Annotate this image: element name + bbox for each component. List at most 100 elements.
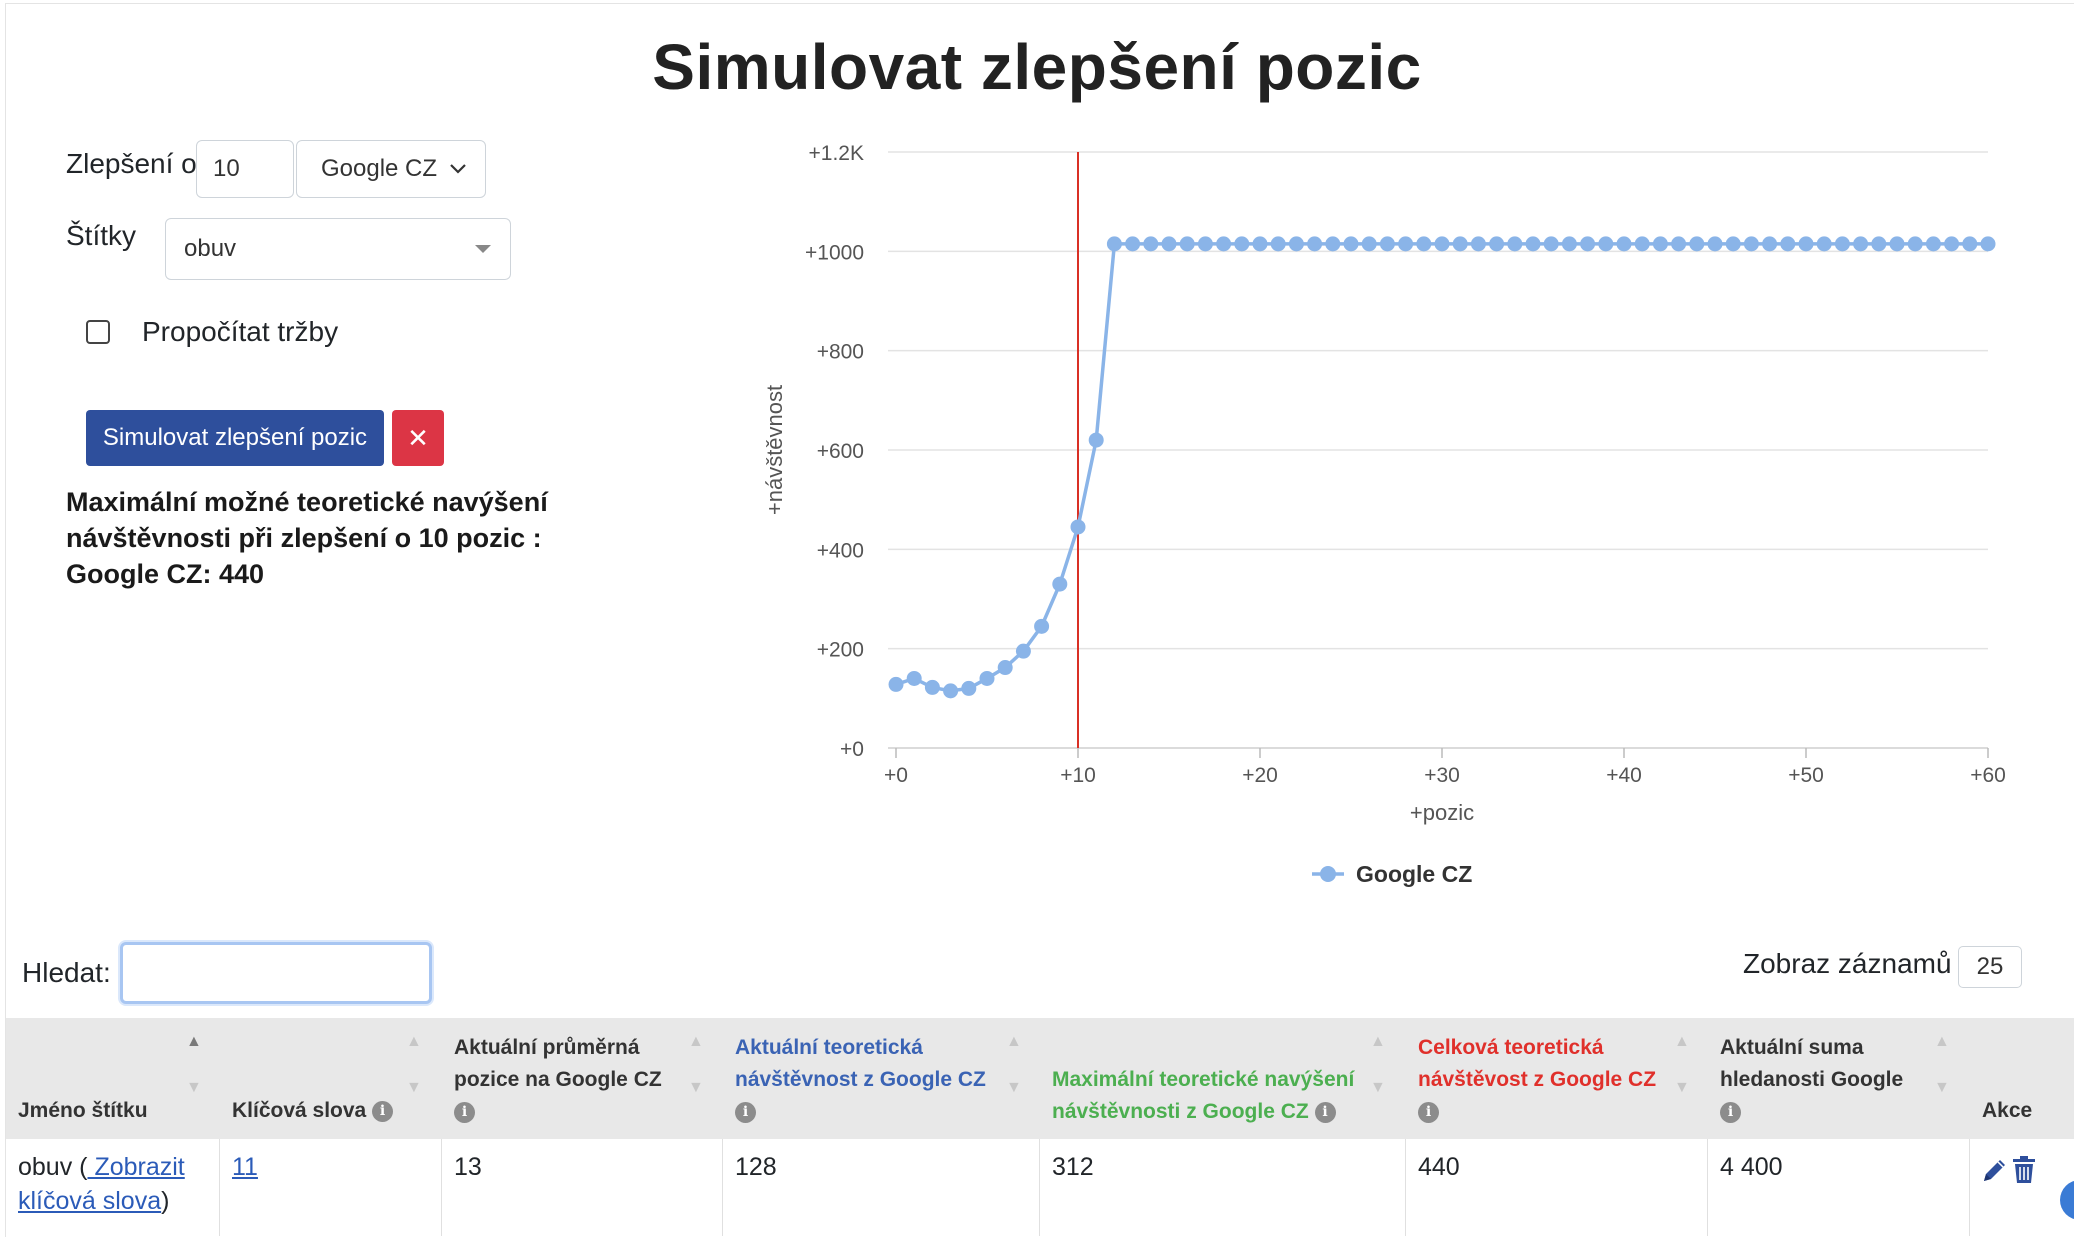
- revenue-checkbox[interactable]: [86, 320, 110, 344]
- search-input[interactable]: [120, 942, 432, 1004]
- data-point: [1707, 236, 1723, 252]
- delete-trash-icon[interactable]: [2010, 1155, 2038, 1185]
- data-point: [1889, 236, 1905, 252]
- cell-avg-position: 13: [454, 1153, 482, 1181]
- th-max-increase-line-1: Maximální teoretické navýšení: [1052, 1068, 1355, 1091]
- info-icon[interactable]: i: [454, 1101, 475, 1123]
- tags-select-value: obuv: [184, 235, 237, 262]
- x-tick-label: +40: [1606, 764, 1642, 787]
- info-icon[interactable]: i: [1314, 1101, 1336, 1123]
- tags-label: Štítky: [66, 220, 137, 251]
- show-keywords-link[interactable]: Zobrazit: [87, 1153, 185, 1181]
- sort-down-icon[interactable]: ▼: [1674, 1079, 1690, 1096]
- th-keywords-label: Klíčová slova: [232, 1099, 367, 1122]
- sort-down-icon[interactable]: ▼: [406, 1079, 422, 1096]
- x-tick-label: +50: [1788, 764, 1824, 787]
- data-point: [1925, 236, 1941, 252]
- info-icon[interactable]: i: [1418, 1101, 1439, 1123]
- y-tick-label: +800: [817, 341, 864, 364]
- tag-name: obuv: [18, 1153, 73, 1181]
- cell-total-traffic: 440: [1418, 1153, 1460, 1181]
- result-line-1: Maximální možné teoretické navýšení: [66, 487, 548, 517]
- engine-select[interactable]: Google CZ: [296, 140, 486, 198]
- sort-up-icon[interactable]: ▲: [406, 1033, 422, 1050]
- legend-marker: [1320, 866, 1336, 882]
- th-max-increase[interactable]: Maximální teoretické navýšení návštěvnos…: [1052, 1064, 1354, 1128]
- result-line-2: návštěvnosti při zlepšení o 10 pozic :: [66, 523, 542, 553]
- data-point: [1034, 618, 1050, 634]
- data-point: [1853, 236, 1869, 252]
- sort-up-icon[interactable]: ▲: [1934, 1033, 1950, 1050]
- data-point: [1416, 236, 1432, 252]
- info-icon[interactable]: i: [372, 1100, 394, 1122]
- x-tick-label: +60: [1970, 764, 2006, 787]
- data-point: [1507, 236, 1523, 252]
- info-icon[interactable]: i: [1720, 1101, 1741, 1123]
- data-point: [1798, 236, 1814, 252]
- data-point: [1052, 576, 1068, 592]
- sort-down-icon[interactable]: ▼: [1934, 1079, 1950, 1096]
- length-select[interactable]: 25: [1958, 946, 2022, 988]
- search-label: Hledat:: [22, 957, 111, 988]
- data-point: [1179, 236, 1195, 252]
- edit-pencil-icon[interactable]: [1980, 1155, 2010, 1185]
- th-total-traffic[interactable]: Celková teoretická návštěvost z Google C…: [1418, 1032, 1656, 1128]
- data-point: [943, 683, 959, 699]
- data-point: [906, 670, 922, 686]
- data-point: [1652, 236, 1668, 252]
- th-avg-position[interactable]: Aktuální průměrná pozice na Google CZ i: [454, 1032, 662, 1128]
- close-paren: ): [161, 1187, 170, 1215]
- clear-button[interactable]: ✕: [392, 410, 444, 466]
- info-icon[interactable]: i: [735, 1101, 756, 1123]
- cell-tag-name: obuv ( Zobrazit klíčová slova): [18, 1150, 218, 1218]
- data-point: [1980, 236, 1996, 252]
- data-point: [1944, 236, 1960, 252]
- data-point: [997, 660, 1013, 676]
- sort-up-icon[interactable]: ▲: [186, 1033, 202, 1050]
- data-point: [1398, 236, 1414, 252]
- improve-input[interactable]: 10: [196, 140, 294, 198]
- y-tick-label: +1000: [805, 241, 864, 264]
- simulate-button[interactable]: Simulovat zlepšení pozic: [86, 410, 384, 466]
- sort-down-icon[interactable]: ▼: [688, 1079, 704, 1096]
- th-search-volume[interactable]: Aktuální suma hledanosti Google i: [1720, 1032, 1903, 1128]
- floating-action-button[interactable]: [2060, 1180, 2074, 1220]
- legend-label: Google CZ: [1356, 861, 1472, 887]
- th-tag-name[interactable]: Jméno štítku: [18, 1099, 148, 1122]
- data-point: [1015, 643, 1031, 659]
- th-search-volume-line-1: Aktuální suma: [1720, 1036, 1864, 1059]
- data-point: [1216, 236, 1232, 252]
- data-point: [1379, 236, 1395, 252]
- table-row: [6, 1139, 2074, 1236]
- sort-down-icon[interactable]: ▼: [1006, 1079, 1022, 1096]
- th-current-traffic[interactable]: Aktuální teoretická návštěvnost z Google…: [735, 1032, 986, 1128]
- show-keywords-link-cont[interactable]: klíčová slova: [18, 1187, 162, 1215]
- th-total-traffic-line-2: návštěvost z Google CZ: [1418, 1068, 1657, 1091]
- sort-down-icon[interactable]: ▼: [1370, 1079, 1386, 1096]
- sort-up-icon[interactable]: ▲: [1006, 1033, 1022, 1050]
- data-point: [1634, 236, 1650, 252]
- column-divider: [441, 1139, 442, 1236]
- th-keywords[interactable]: Klíčová slova i: [232, 1095, 394, 1127]
- data-point: [1434, 236, 1450, 252]
- sort-up-icon[interactable]: ▲: [688, 1033, 704, 1050]
- tags-select[interactable]: obuv: [165, 218, 511, 280]
- data-point: [1470, 236, 1486, 252]
- data-point: [1288, 236, 1304, 252]
- data-point: [1525, 236, 1541, 252]
- data-point: [1907, 236, 1923, 252]
- data-point: [924, 679, 940, 695]
- data-point: [1234, 236, 1250, 252]
- sort-down-icon[interactable]: ▼: [186, 1079, 202, 1096]
- sort-up-icon[interactable]: ▲: [1674, 1033, 1690, 1050]
- data-point: [979, 670, 995, 686]
- data-point: [1616, 236, 1632, 252]
- data-point: [1598, 236, 1614, 252]
- th-avg-position-line-2: pozice na Google CZ: [454, 1068, 662, 1091]
- data-point: [1834, 236, 1850, 252]
- sort-up-icon[interactable]: ▲: [1370, 1033, 1386, 1050]
- traffic-chart: +0 +200 +400 +600 +800 +1000 +1.2K +0 +10 +20 +30 +…: [762, 142, 2006, 887]
- keywords-count-link[interactable]: 11: [232, 1153, 258, 1181]
- result-line-3: Google CZ: 440: [66, 559, 265, 589]
- data-point: [1962, 236, 1978, 252]
